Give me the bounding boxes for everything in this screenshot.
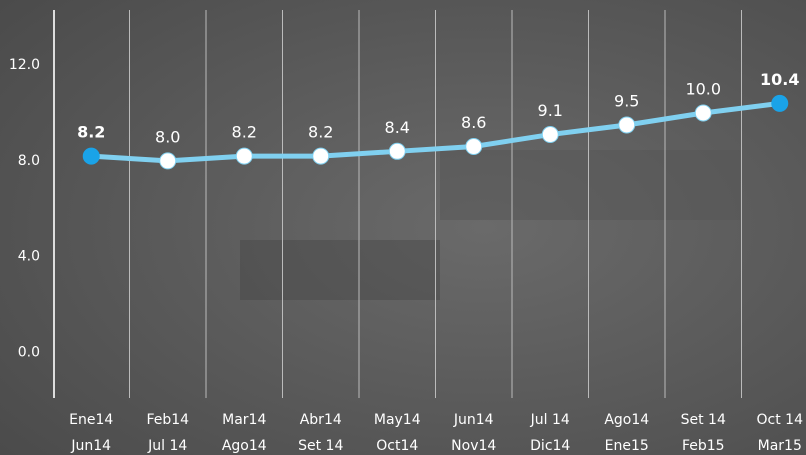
y-tick-label: 4.0 (18, 249, 40, 265)
data-point (235, 147, 253, 165)
x-tick-label: Mar15 (758, 438, 802, 454)
data-point (159, 152, 177, 170)
x-tick-label: Ago14 (222, 438, 267, 454)
data-point (465, 138, 483, 156)
data-point (618, 116, 636, 134)
x-tick-label: Feb14 (146, 412, 189, 428)
data-point (541, 126, 559, 144)
data-line (91, 100, 781, 164)
value-label: 9.5 (614, 91, 639, 110)
value-label: 8.6 (461, 113, 486, 132)
data-point (82, 147, 100, 165)
value-label: 8.2 (232, 123, 257, 142)
x-tick-label: May14 (374, 412, 421, 428)
y-tick-label: 12.0 (9, 57, 40, 73)
background-shape (240, 240, 440, 300)
value-label: 10.4 (760, 70, 799, 89)
value-label: 8.2 (77, 123, 105, 142)
value-label: 8.4 (385, 118, 410, 137)
value-label: 8.2 (308, 123, 333, 142)
x-tick-label: Dic14 (530, 438, 570, 454)
data-point (694, 104, 712, 122)
value-label: 8.0 (155, 127, 180, 146)
background-shape (440, 150, 740, 220)
x-tick-label: Jul 14 (147, 438, 187, 454)
y-tick-label: 8.0 (18, 153, 40, 169)
data-point (388, 142, 406, 160)
x-tick-label: Feb15 (682, 438, 725, 454)
value-label: 9.1 (538, 101, 563, 120)
x-tick-label: Nov14 (451, 438, 496, 454)
x-tick-label: Jun14 (70, 438, 111, 454)
value-label: 10.0 (685, 79, 721, 98)
x-tick-label: Abr14 (300, 412, 342, 428)
x-tick-label: Ene15 (605, 438, 649, 454)
x-tick-label: Ene14 (69, 412, 113, 428)
data-point (312, 147, 330, 165)
y-tick-label: 0.0 (18, 344, 40, 360)
x-tick-label: Ago14 (604, 412, 649, 428)
data-point (771, 94, 789, 112)
x-tick-label: Oct14 (376, 438, 418, 454)
x-tick-label: Oct 14 (757, 412, 804, 428)
x-tick-label: Jun14 (453, 412, 494, 428)
x-tick-label: Mar14 (222, 412, 266, 428)
x-tick-label: Jul 14 (530, 412, 570, 428)
x-tick-label: Set 14 (298, 438, 343, 454)
x-tick-label: Set 14 (681, 412, 726, 428)
